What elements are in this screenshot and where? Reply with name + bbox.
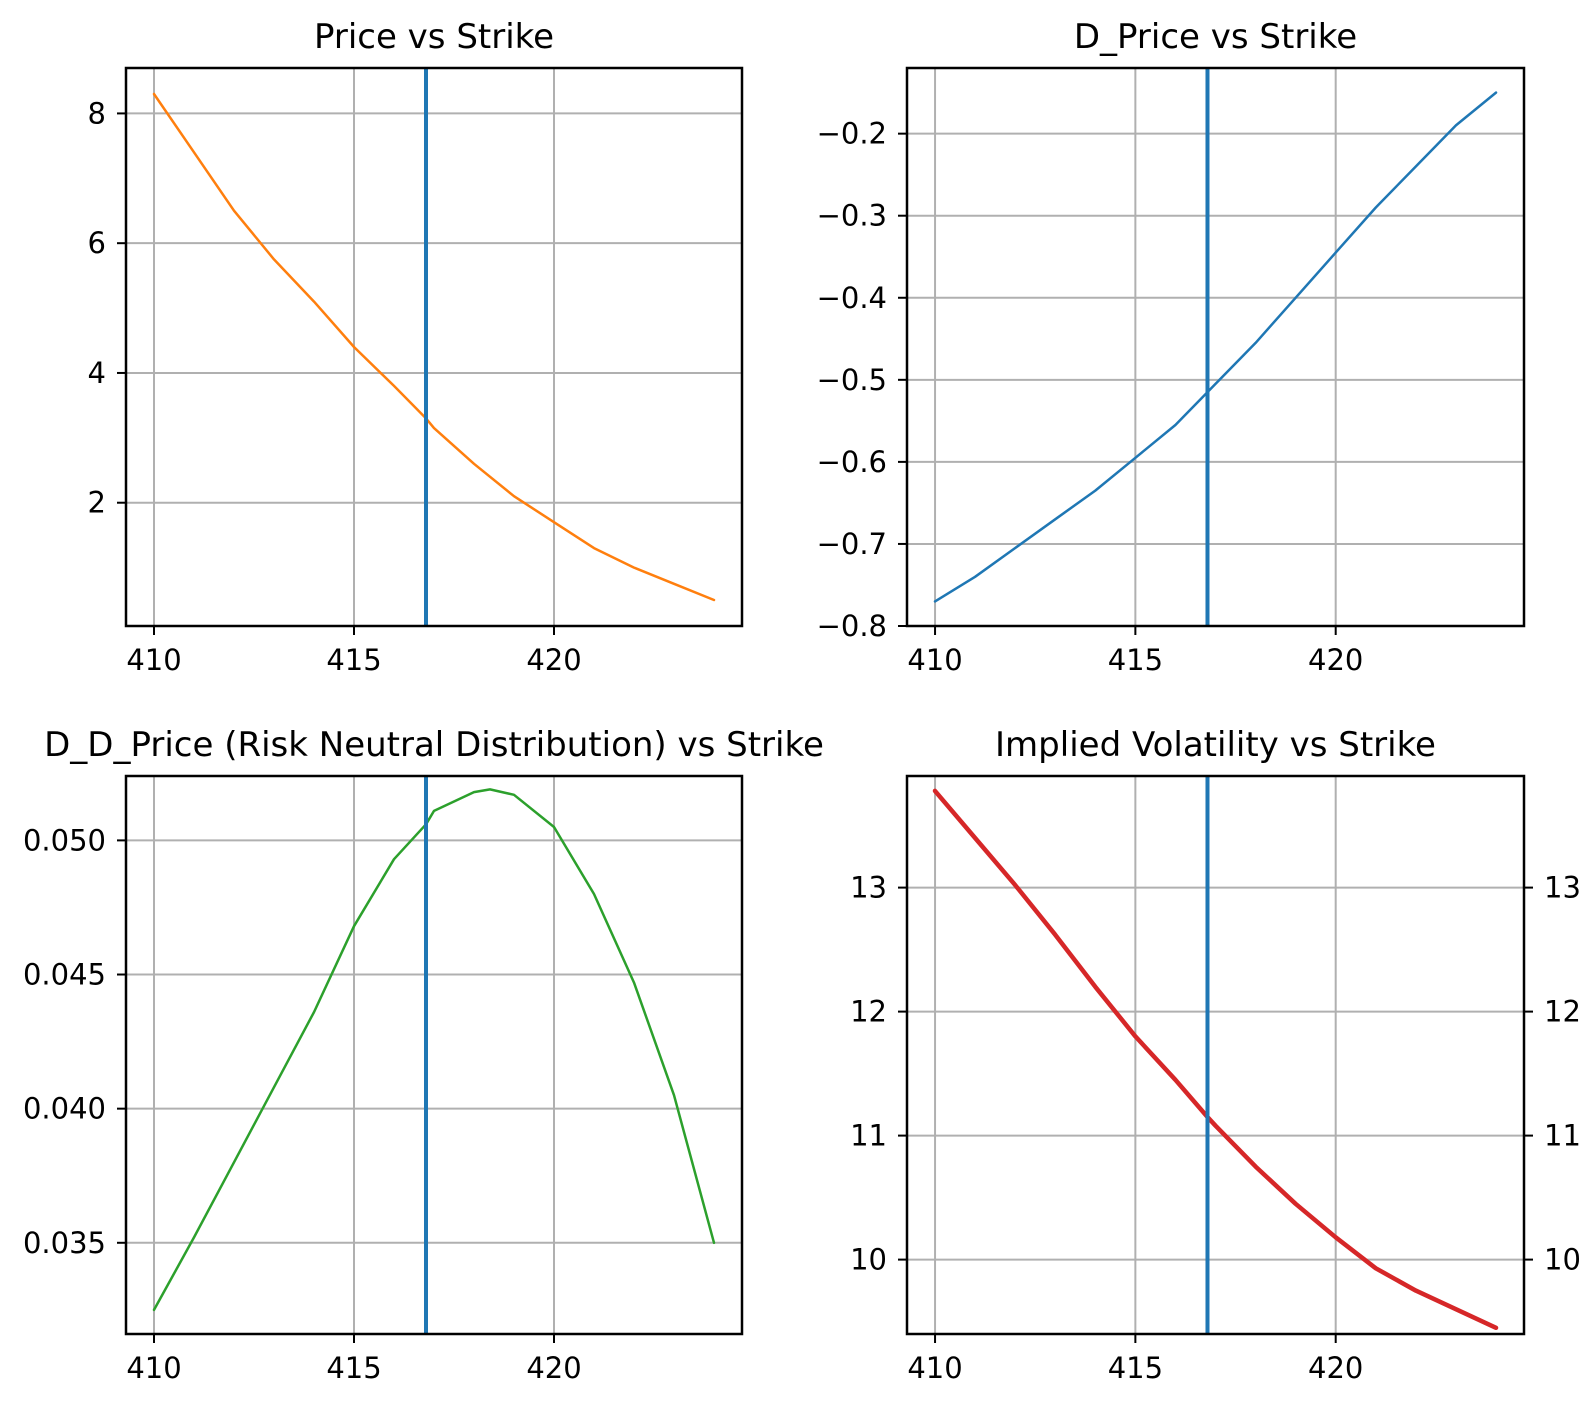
x-tick-label: 415 [1108,643,1163,677]
axes-frame [905,774,1526,1336]
y-tick-label: 6 [88,226,106,260]
y-tick-label: 0.040 [23,1092,106,1126]
y-tick-label: −0.4 [817,281,887,315]
x-tick-label: 420 [526,643,581,677]
x-tick-label: 420 [1308,1351,1363,1385]
x-tick-label: 410 [126,1351,181,1385]
x-tick-label: 410 [907,1351,962,1385]
chart-title: Price vs Strike [314,17,554,57]
chart-title: D_Price vs Strike [1074,17,1357,57]
chart-title: D_D_Price (Risk Neutral Distribution) vs… [44,725,824,765]
d-price-chart: D_Price vs Strike 410 415 420 −0.8 −0.7 −0.6 −0… [817,17,1526,677]
axes-frame [905,66,1526,628]
y-tick-label: −0.6 [817,445,887,479]
y-tick-label: 10 [850,1243,887,1277]
y-tick-label: 12 [850,995,887,1029]
x-tick-label: 420 [526,1351,581,1385]
y-tick-label: −0.2 [817,117,887,151]
d-d-price-chart: D_D_Price (Risk Neutral Distribution) vs… [23,725,824,1385]
series-line [152,92,716,602]
x-tick-label: 415 [1108,1351,1163,1385]
y-tick-label: 11 [850,1119,887,1153]
y-tick-label: 2 [88,486,106,520]
y-tick-label: 0.050 [23,823,106,857]
right-y-tick-label: 11 [1544,1119,1581,1153]
series-line [933,91,1498,603]
x-tick-label: 415 [326,643,381,677]
price-chart: Price vs Strike 410 415 420 2 4 6 8 [88,17,744,677]
chart-title: Implied Volatility vs Strike [995,725,1436,765]
y-tick-label: −0.8 [817,609,887,643]
y-tick-label: 0.045 [23,958,106,992]
y-tick-label: −0.3 [817,199,887,233]
x-tick-label: 410 [907,643,962,677]
right-y-tick-label: 12 [1544,995,1581,1029]
y-tick-label: 8 [88,96,106,130]
right-y-tick-label: 13 [1544,871,1581,905]
axes-frame [124,66,744,628]
axes-frame [124,774,744,1336]
y-tick-label: −0.7 [817,527,887,561]
y-tick-label: 0.035 [23,1226,106,1260]
x-tick-label: 410 [126,643,181,677]
series-line [932,788,1499,1331]
y-tick-label: −0.5 [817,363,887,397]
y-tick-label: 4 [88,356,106,390]
y-tick-label: 13 [850,871,887,905]
implied-volatility-chart: Implied Volatility vs Strike 410 415 420 10 1… [850,725,1581,1385]
x-tick-label: 415 [326,1351,381,1385]
x-tick-label: 420 [1308,643,1363,677]
right-y-tick-label: 10 [1544,1243,1581,1277]
series-line [152,788,716,1312]
